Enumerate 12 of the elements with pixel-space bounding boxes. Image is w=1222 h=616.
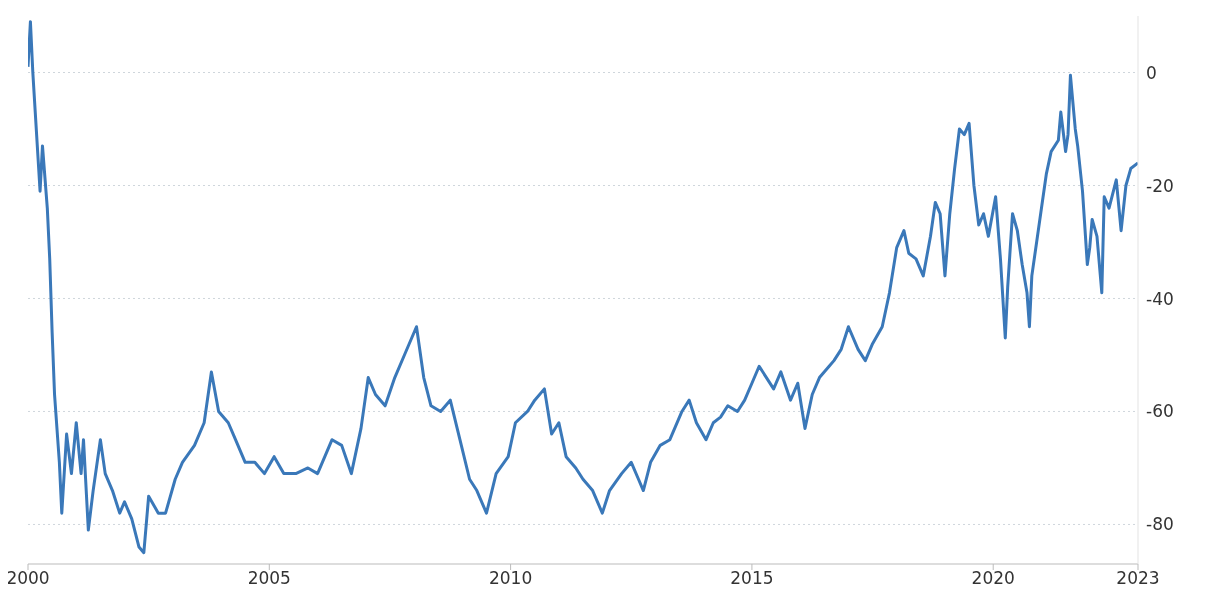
y-tick-label: -40	[1146, 288, 1174, 309]
line-series	[28, 20, 1138, 555]
y-tick-label: -80	[1146, 514, 1174, 535]
x-tick-label: 2005	[247, 568, 291, 589]
y-tick-label: -60	[1146, 401, 1174, 422]
x-tick-label: 2020	[971, 568, 1015, 589]
x-tick-label: 2010	[488, 568, 533, 589]
x-tick-label: 2015	[730, 568, 774, 589]
y-tick-label: -20	[1146, 175, 1174, 196]
x-tick-label: 2023	[1116, 568, 1160, 589]
x-tick-label: 2000	[6, 568, 50, 589]
y-tick-label: 0	[1146, 62, 1157, 83]
